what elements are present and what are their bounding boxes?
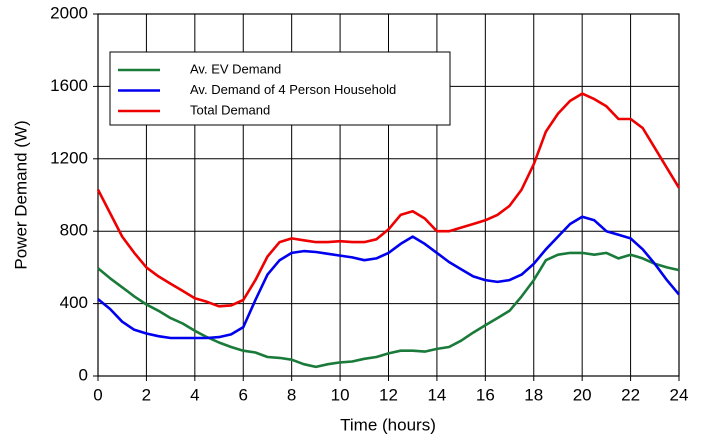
- x-tick-label: 2: [142, 385, 151, 404]
- x-tick-label: 24: [670, 385, 689, 404]
- data-line: [97, 251, 680, 369]
- legend-box: [109, 51, 451, 126]
- x-tick-label: 4: [190, 385, 199, 404]
- data-line: [97, 215, 680, 340]
- x-tick-label: 20: [573, 385, 592, 404]
- x-tick-label: 0: [93, 385, 102, 404]
- x-tick-label: 16: [476, 385, 495, 404]
- y-axis-label: Power Demand (W): [11, 120, 30, 269]
- x-tick-label: 14: [427, 385, 446, 404]
- y-tick-label: 800: [60, 221, 88, 240]
- y-tick-label: 1200: [50, 148, 88, 167]
- legend-label: Av. EV Demand: [190, 61, 281, 76]
- x-tick-label: 22: [621, 385, 640, 404]
- x-axis-label: Time (hours): [340, 415, 436, 434]
- y-tick-label: 1600: [50, 76, 88, 95]
- x-tick-label: 10: [331, 385, 350, 404]
- x-tick-label: 12: [379, 385, 398, 404]
- y-tick-label: 2000: [50, 3, 88, 22]
- y-tick-label: 0: [79, 365, 88, 384]
- x-tick-label: 6: [239, 385, 248, 404]
- plot-frame: [97, 13, 680, 377]
- y-tick-label: 400: [60, 293, 88, 312]
- x-tick-label: 8: [287, 385, 296, 404]
- legend-label: Av. Demand of 4 Person Household: [190, 82, 396, 97]
- data-line: [96, 92, 681, 308]
- legend-label: Total Demand: [190, 102, 270, 117]
- x-tick-label: 18: [524, 385, 543, 404]
